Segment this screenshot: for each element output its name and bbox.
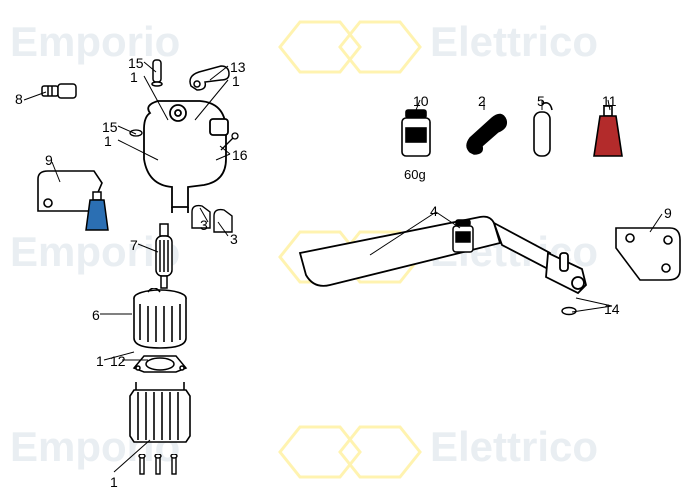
oring-icon <box>560 306 578 316</box>
pin-icon <box>150 58 164 88</box>
callout-label: 7 <box>130 238 138 252</box>
extra-text: 60g <box>404 168 426 181</box>
bracket-right-icon <box>606 218 686 288</box>
callout-label: 11 <box>602 94 617 108</box>
callout-label: 15 <box>128 56 144 70</box>
gasket-icon <box>128 350 192 376</box>
watermark-svg: Emporio Elettrico <box>0 417 694 487</box>
callout-label: 1 <box>110 475 118 489</box>
release-key-icon <box>462 110 510 160</box>
watermark-row: Emporio Elettrico <box>0 417 694 487</box>
callout-label: 1 <box>232 74 240 88</box>
callout-label: 14 <box>604 302 620 316</box>
callout-label: 5 <box>537 94 545 108</box>
callout-label: 8 <box>15 92 23 106</box>
callout-label: 2 <box>478 94 486 108</box>
callout-label: 1 <box>104 134 112 148</box>
grease-jar-icon <box>396 108 436 162</box>
callout-label: 9 <box>664 206 672 220</box>
watermark-svg: Emporio Elettrico <box>0 12 694 82</box>
oring-icon <box>128 128 144 138</box>
rotor-icon <box>150 222 180 292</box>
screws-icon <box>136 454 186 480</box>
lever-icon <box>185 62 233 94</box>
gearbox-icon <box>130 95 240 215</box>
capacitor-icon <box>528 102 556 164</box>
motor-icon <box>124 378 196 456</box>
watermark-text-right: Elettrico <box>430 423 598 470</box>
watermark-row: Emporio Elettrico <box>0 12 694 82</box>
grease-tube-blue-icon <box>84 190 114 236</box>
callout-label: 15 <box>102 120 118 134</box>
piston-arm-icon <box>290 205 600 325</box>
coil-icon <box>128 288 192 356</box>
callout-label: 4 <box>430 204 438 218</box>
callout-label: 13 <box>230 60 246 74</box>
grease-jar-small-icon <box>448 218 478 258</box>
callout-label: 1 <box>96 354 104 368</box>
grease-tube-red-icon <box>592 104 626 162</box>
callout-label: 9 <box>45 153 53 167</box>
callout-label: 1 <box>130 70 138 84</box>
plug-icon <box>40 78 80 104</box>
callout-label: 3 <box>230 232 238 246</box>
callout-label: 16 <box>232 148 248 162</box>
callout-label: 3 <box>200 218 208 232</box>
callout-label: 12 <box>110 354 126 368</box>
callout-label: 10 <box>413 94 429 108</box>
callout-label: 6 <box>92 308 100 322</box>
microswitch-icon <box>188 198 236 238</box>
watermark-text-right: Elettrico <box>430 18 598 65</box>
